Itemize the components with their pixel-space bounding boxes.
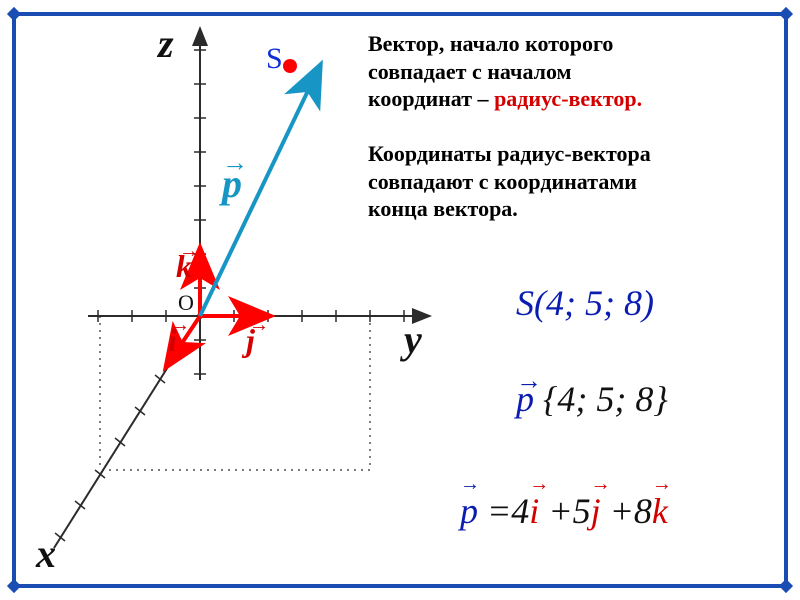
p-equation: p→ =4i→ +5j→ +8k→	[460, 490, 668, 532]
z-axis-label: z	[158, 20, 174, 67]
definition-text: Вектор, начало которого совпадает с нача…	[368, 30, 642, 113]
j-arrow-icon: →	[249, 314, 269, 337]
y-axis-label: y	[404, 316, 422, 363]
equation-part: =4	[478, 491, 529, 531]
equation-part: i→	[529, 491, 539, 531]
text2-l3: конца вектора.	[368, 196, 518, 221]
equation-part: k→	[652, 491, 668, 531]
property-text: Координаты радиус-вектора совпадают с ко…	[368, 140, 651, 223]
p-coords-rest: {4; 5; 8}	[534, 379, 668, 419]
x-axis-label: x	[36, 530, 56, 577]
S-coordinates: S(4; 5; 8)	[516, 282, 654, 324]
text2-l1: Координаты радиус-вектора	[368, 141, 651, 166]
text1-l1: Вектор, начало которого	[368, 31, 613, 56]
equation-arrow-icon: →	[652, 473, 672, 496]
point-S-label: S	[266, 42, 283, 76]
equation-part: p→	[460, 491, 478, 531]
equation-part: +5	[539, 491, 590, 531]
equation-arrow-icon: →	[460, 473, 480, 496]
k-arrow-icon: →	[179, 240, 199, 263]
text2-l2: совпадают с координатами	[368, 169, 637, 194]
origin-label: O	[178, 290, 194, 316]
text1-l3a: координат –	[368, 86, 494, 111]
text1-l3b: радиус-вектор.	[494, 86, 642, 111]
text1-l2: совпадает с началом	[368, 59, 572, 84]
p-arrow-icon: →	[222, 148, 248, 178]
equation-part: +8	[601, 491, 652, 531]
p-coords-arrow-icon: →	[516, 366, 542, 396]
equation-part: j→	[591, 491, 601, 531]
i-arrow-icon: →	[170, 314, 190, 337]
